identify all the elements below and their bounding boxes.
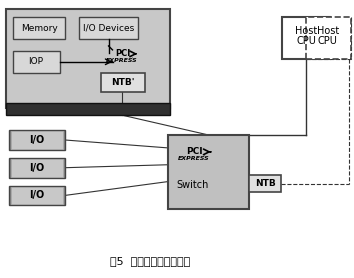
Text: 图5  非透明桥双主机结构: 图5 非透明桥双主机结构 [110, 256, 190, 266]
Bar [79, 17, 138, 39]
Bar [13, 17, 65, 39]
Bar [9, 130, 65, 150]
Text: ´: ´ [130, 58, 133, 64]
Bar [11, 131, 63, 149]
Bar [13, 51, 60, 73]
Bar [9, 158, 65, 178]
Text: PCI: PCI [115, 49, 130, 58]
Text: CPU: CPU [296, 36, 316, 46]
Text: Host: Host [295, 26, 317, 36]
Text: EXPRESS: EXPRESS [105, 58, 137, 63]
Text: Switch: Switch [177, 180, 209, 190]
Text: I/O Devices: I/O Devices [83, 24, 134, 33]
Bar [101, 73, 145, 93]
Text: NTB: NTB [255, 179, 276, 188]
Text: PCI: PCI [187, 147, 203, 156]
Bar [306, 17, 350, 59]
Bar [6, 9, 170, 108]
Bar [11, 187, 63, 204]
Text: Host: Host [317, 26, 339, 36]
Text: CPU: CPU [318, 36, 338, 46]
Bar [282, 17, 330, 59]
Text: Memory: Memory [21, 24, 57, 33]
Text: NTB': NTB' [111, 78, 134, 87]
Text: I/O: I/O [29, 135, 45, 145]
Text: ´: ´ [202, 156, 206, 162]
Bar [6, 103, 170, 115]
Bar [168, 135, 250, 209]
Text: I/O: I/O [29, 163, 45, 173]
Bar [250, 175, 281, 192]
Bar [11, 159, 63, 177]
Text: IOP: IOP [29, 57, 44, 66]
Bar [9, 185, 65, 205]
Text: I/O: I/O [29, 190, 45, 200]
Text: EXPRESS: EXPRESS [178, 156, 210, 161]
